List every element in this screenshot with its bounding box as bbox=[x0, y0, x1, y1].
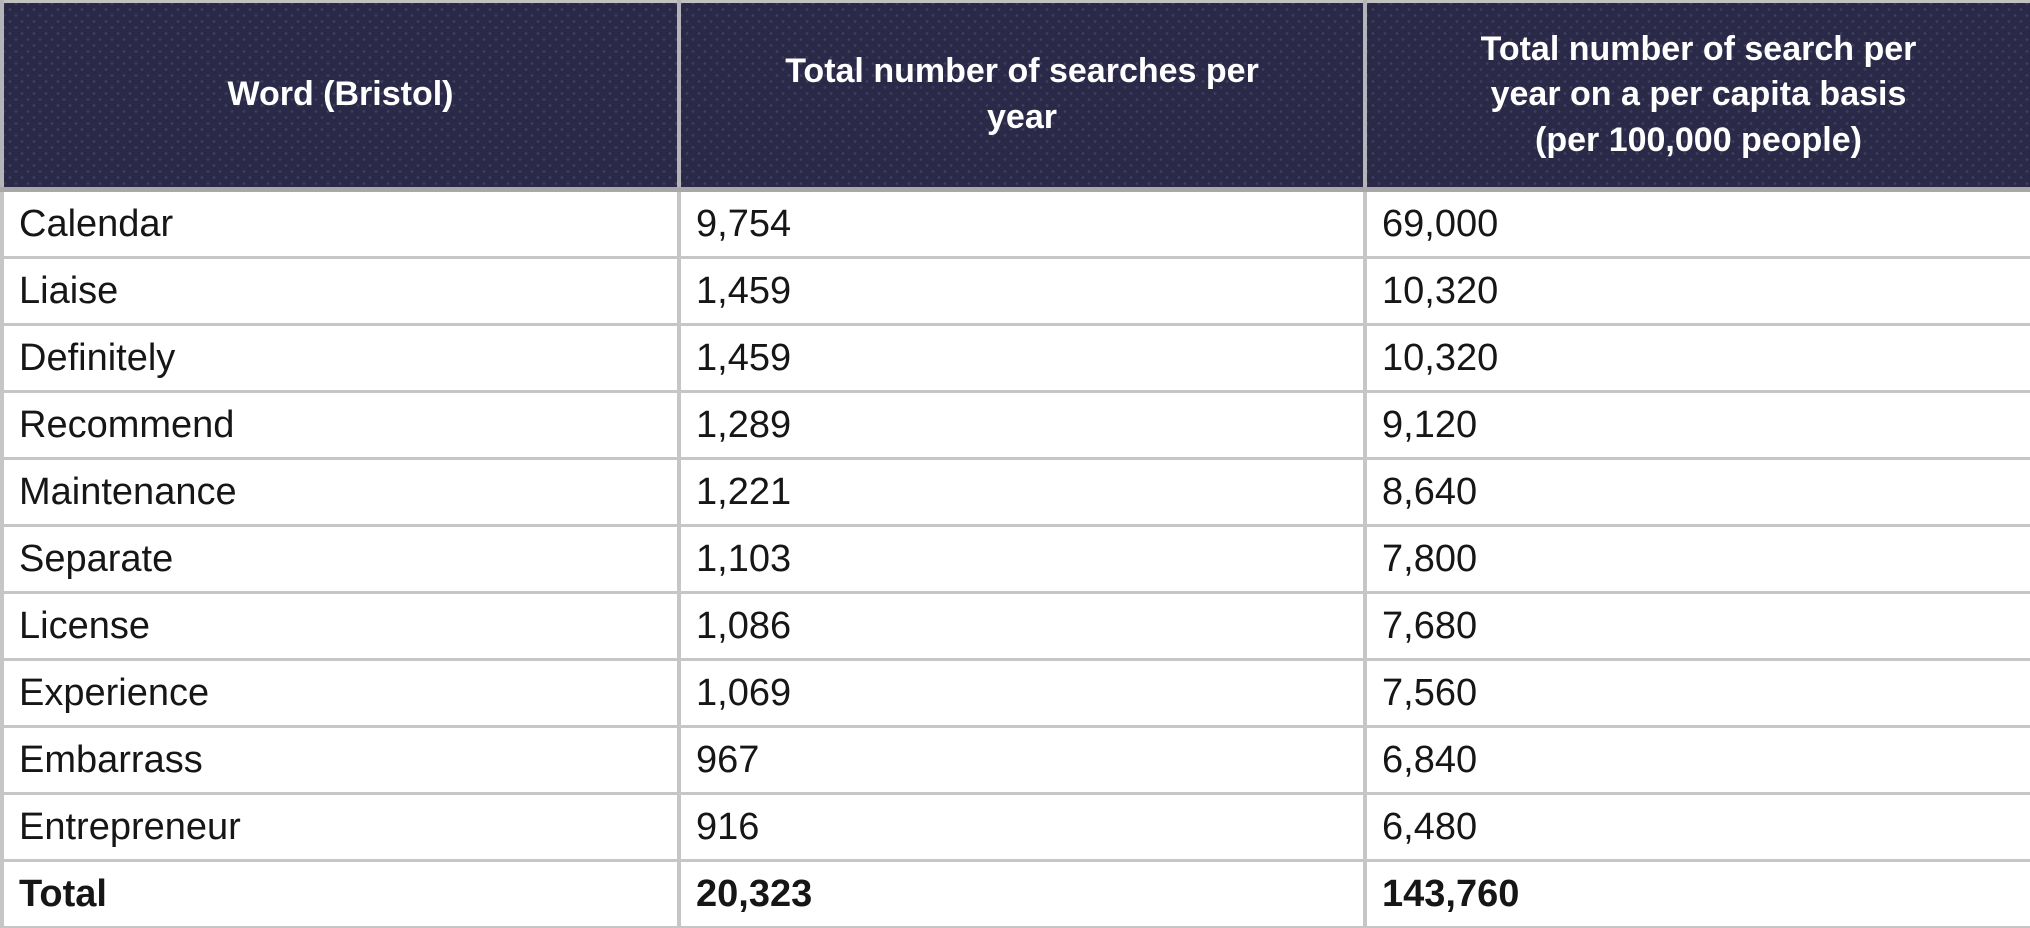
cell-word: Entrepreneur bbox=[0, 792, 681, 862]
header-searches-line-1: Total number of searches per bbox=[785, 52, 1259, 91]
cell-searches: 1,289 bbox=[677, 390, 1367, 460]
cell-word: License bbox=[0, 591, 681, 661]
table-body: Calendar 9,754 69,000 Liaise 1,459 10,32… bbox=[0, 188, 2030, 928]
header-cell-searches: Total number of searches per year bbox=[677, 1, 1367, 192]
cell-searches: 1,069 bbox=[677, 658, 1367, 728]
cell-word: Definitely bbox=[0, 323, 681, 393]
cell-per-capita: 7,680 bbox=[1363, 591, 2030, 661]
header-per-capita-line-3: (per 100,000 people) bbox=[1535, 120, 1862, 159]
cell-searches: 916 bbox=[677, 792, 1367, 862]
cell-word: Liaise bbox=[0, 256, 681, 326]
table-row: Embarrass 967 6,840 bbox=[0, 725, 2030, 795]
cell-per-capita: 6,840 bbox=[1363, 725, 2030, 795]
cell-word: Experience bbox=[0, 658, 681, 728]
header-row: Word (Bristol) Total number of searches … bbox=[0, 1, 2030, 192]
cell-word: Calendar bbox=[0, 188, 681, 259]
cell-searches: 1,103 bbox=[677, 524, 1367, 594]
header-per-capita-line-1: Total number of search per bbox=[1480, 29, 1917, 68]
header-cell-word: Word (Bristol) bbox=[0, 1, 681, 192]
total-searches-cell: 20,323 bbox=[677, 859, 1367, 928]
table-header: Word (Bristol) Total number of searches … bbox=[0, 1, 2030, 192]
cell-per-capita: 10,320 bbox=[1363, 256, 2030, 326]
table-row: Separate 1,103 7,800 bbox=[0, 524, 2030, 594]
cell-word: Recommend bbox=[0, 390, 681, 460]
total-row: Total 20,323 143,760 bbox=[0, 859, 2030, 928]
header-searches-line-2: year bbox=[987, 98, 1057, 136]
cell-per-capita: 8,640 bbox=[1363, 457, 2030, 527]
cell-per-capita: 10,320 bbox=[1363, 323, 2030, 393]
table-row: Definitely 1,459 10,320 bbox=[0, 323, 2030, 393]
table-row: Liaise 1,459 10,320 bbox=[0, 256, 2030, 326]
cell-word: Embarrass bbox=[0, 725, 681, 795]
cell-per-capita: 7,800 bbox=[1363, 524, 2030, 594]
cell-searches: 1,459 bbox=[677, 256, 1367, 326]
total-label-cell: Total bbox=[0, 859, 681, 928]
cell-word: Separate bbox=[0, 524, 681, 594]
table-row: Maintenance 1,221 8,640 bbox=[0, 457, 2030, 527]
table-row: Calendar 9,754 69,000 bbox=[0, 188, 2030, 259]
cell-per-capita: 6,480 bbox=[1363, 792, 2030, 862]
cell-searches: 1,221 bbox=[677, 457, 1367, 527]
header-per-capita-line-2: year on a per capita basis bbox=[1490, 75, 1907, 114]
header-word-label: Word (Bristol) bbox=[227, 75, 454, 114]
cell-searches: 967 bbox=[677, 725, 1367, 795]
total-per-capita-cell: 143,760 bbox=[1363, 859, 2030, 928]
header-cell-per-capita: Total number of search per year on a per… bbox=[1363, 1, 2030, 192]
cell-per-capita: 69,000 bbox=[1363, 188, 2030, 259]
table-row: Experience 1,069 7,560 bbox=[0, 658, 2030, 728]
table-row: Entrepreneur 916 6,480 bbox=[0, 792, 2030, 862]
cell-searches: 9,754 bbox=[677, 188, 1367, 259]
cell-searches: 1,086 bbox=[677, 591, 1367, 661]
cell-searches: 1,459 bbox=[677, 323, 1367, 393]
table-row: License 1,086 7,680 bbox=[0, 591, 2030, 661]
table-row: Recommend 1,289 9,120 bbox=[0, 390, 2030, 460]
cell-per-capita: 9,120 bbox=[1363, 390, 2030, 460]
cell-word: Maintenance bbox=[0, 457, 681, 527]
cell-per-capita: 7,560 bbox=[1363, 658, 2030, 728]
